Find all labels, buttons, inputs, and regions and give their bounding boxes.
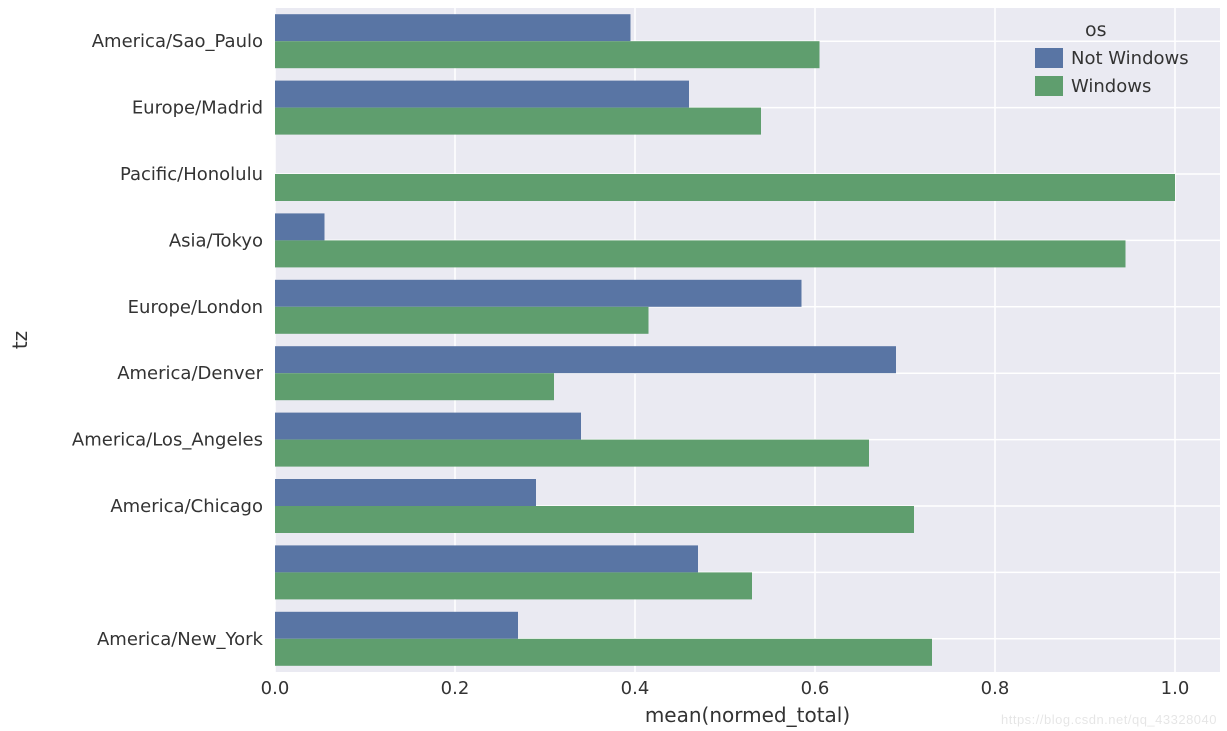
y-tick-label: Pacific/Honolulu xyxy=(120,164,263,185)
watermark-text: https://blog.csdn.net/qq_43328040 xyxy=(1001,712,1217,727)
bar-windows xyxy=(275,639,932,666)
bar-not-windows xyxy=(275,280,802,307)
bar-windows xyxy=(275,108,761,135)
y-tick-label: America/Sao_Paulo xyxy=(92,31,263,52)
bar-windows xyxy=(275,373,554,400)
bar-not-windows xyxy=(275,213,325,240)
bar-windows xyxy=(275,440,869,467)
bar-windows xyxy=(275,572,752,599)
y-tick-label: America/Denver xyxy=(117,363,263,384)
y-tick-label: America/New_York xyxy=(97,629,264,650)
y-axis-label: tz xyxy=(8,331,32,349)
bar-not-windows xyxy=(275,612,518,639)
bar-not-windows xyxy=(275,545,698,572)
x-tick-label: 0.2 xyxy=(441,678,470,699)
x-tick-label: 0.6 xyxy=(801,678,830,699)
x-axis-label: mean(normed_total) xyxy=(645,703,850,727)
bar-windows xyxy=(275,506,914,533)
x-tick-label: 1.0 xyxy=(1161,678,1190,699)
legend-swatch xyxy=(1035,48,1063,68)
legend-title: os xyxy=(1085,19,1107,41)
y-tick-label: Asia/Tokyo xyxy=(169,230,263,251)
y-tick-label: America/Chicago xyxy=(110,496,263,517)
bar-not-windows xyxy=(275,346,896,373)
bar-not-windows xyxy=(275,14,631,41)
bar-chart: 0.0 0.2 0.4 0.6 0.8 1.0 America/Sao_Paulo Europ… xyxy=(0,0,1227,731)
bar-windows xyxy=(275,240,1126,267)
legend-item-label: Not Windows xyxy=(1071,48,1189,69)
y-tick-label: America/Los_Angeles xyxy=(72,430,263,451)
bar-windows xyxy=(275,307,649,334)
bar-not-windows xyxy=(275,413,581,440)
bar-windows xyxy=(275,41,820,68)
bar-not-windows xyxy=(275,81,689,108)
x-tick-label: 0.4 xyxy=(621,678,650,699)
y-tick-label: Europe/Madrid xyxy=(132,98,263,119)
bar-windows xyxy=(275,174,1175,201)
legend-item-label: Windows xyxy=(1071,76,1151,97)
x-tick-label: 0.8 xyxy=(981,678,1010,699)
legend-swatch xyxy=(1035,76,1063,96)
x-tick-label: 0.0 xyxy=(261,678,290,699)
y-tick-label: Europe/London xyxy=(128,297,263,318)
bar-not-windows xyxy=(275,479,536,506)
